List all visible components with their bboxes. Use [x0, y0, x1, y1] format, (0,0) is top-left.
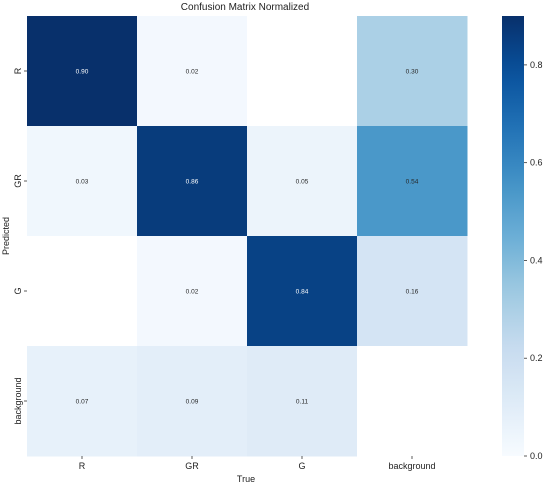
heatmap-cell: [247, 16, 358, 127]
heatmap-cell: [247, 346, 358, 457]
heatmap-cell: [357, 236, 468, 347]
x-tick-label: R: [79, 461, 86, 471]
colorbar-ticks: 0.0 0.2 0.4 0.6 0.8: [524, 60, 543, 461]
cell-value-label: 0.30: [406, 68, 419, 75]
heatmap-cells: 0.90 0.02 0.30 0.03 0.86 0.05 0.54 0.02 0.84 0.16…: [27, 16, 468, 457]
y-tick-label: R: [13, 67, 23, 74]
cell-value-label: 0.09: [186, 398, 199, 405]
colorbar-tick-label: 0.4: [530, 255, 543, 265]
cell-value-label: 0.02: [186, 68, 199, 75]
colorbar-tick-label: 0.6: [530, 158, 543, 168]
cell-value-label: 0.03: [76, 178, 89, 185]
cell-value-label: 0.54: [406, 178, 419, 185]
cell-value-label: 0.86: [186, 178, 199, 185]
colorbar: [502, 16, 524, 456]
y-tick-label: GR: [13, 174, 23, 188]
cell-value-label: 0.02: [186, 288, 199, 295]
heatmap-cell: [137, 236, 248, 347]
cell-value-label: 0.16: [406, 288, 419, 295]
cell-value-label: 0.05: [296, 178, 309, 185]
y-tick-label: G: [13, 287, 23, 294]
x-axis-label: True: [237, 474, 255, 484]
x-tick-label: background: [388, 461, 435, 471]
colorbar-tick-label: 0.0: [530, 451, 543, 461]
heatmap-cell: [247, 126, 358, 237]
heatmap-cell: [247, 236, 358, 347]
heatmap-cell: [357, 126, 468, 237]
colorbar-tick-label: 0.2: [530, 353, 543, 363]
heatmap-cell: [137, 346, 248, 457]
chart-title: Confusion Matrix Normalized: [181, 2, 309, 13]
heatmap-cell: [27, 346, 138, 457]
y-tick-label: background: [13, 377, 23, 424]
cell-value-label: 0.11: [296, 398, 309, 405]
x-tick-label: G: [298, 461, 305, 471]
heatmap-cell: [27, 236, 138, 347]
heatmap-cell: [357, 346, 468, 457]
heatmap-cell: [27, 16, 138, 127]
heatmap-cell: [137, 126, 248, 237]
heatmap-cell: [357, 16, 468, 127]
heatmap-cell: [27, 126, 138, 237]
heatmap-cell: [137, 16, 248, 127]
y-axis-label: Predicted: [1, 217, 11, 255]
x-tick-label: GR: [185, 461, 199, 471]
cell-value-label: 0.90: [76, 68, 89, 75]
colorbar-tick-label: 0.8: [530, 60, 543, 70]
cell-value-label: 0.07: [76, 398, 89, 405]
cell-value-label: 0.84: [296, 288, 309, 295]
